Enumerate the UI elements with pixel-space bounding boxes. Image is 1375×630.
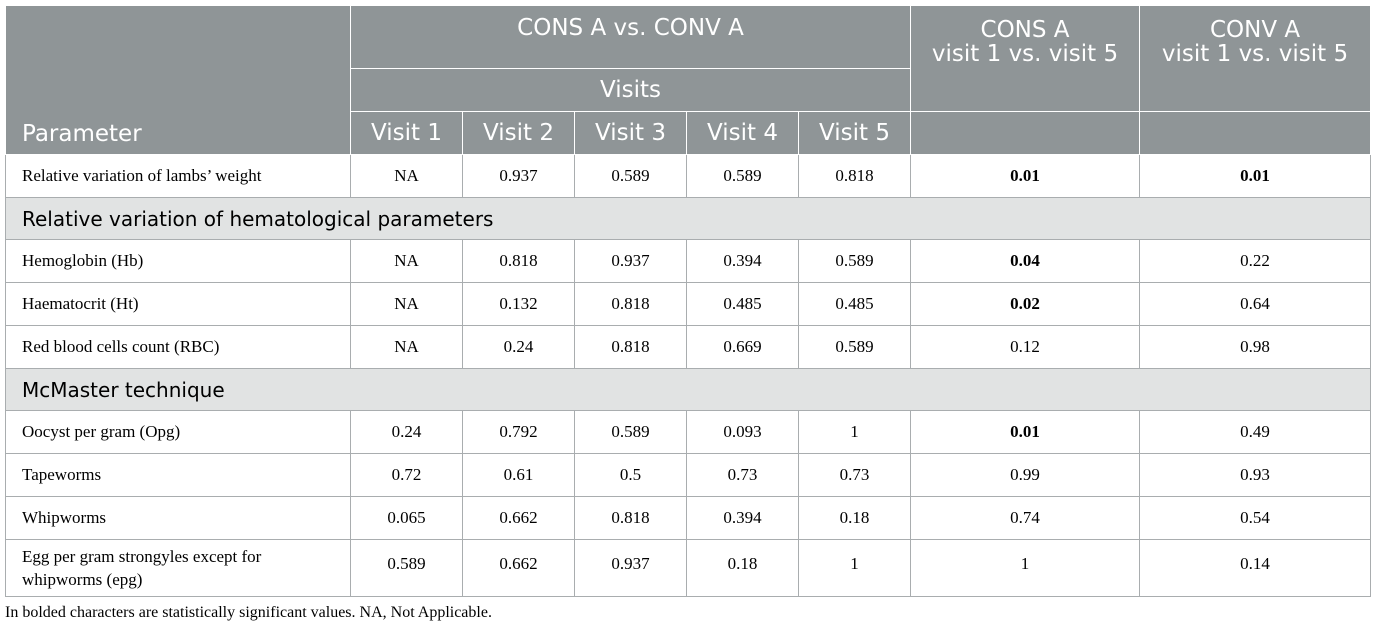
section-row: Relative variation of hematological para…: [4, 197, 1372, 240]
param-cell: Relative variation of lambs’ weight: [5, 154, 351, 198]
section-title: McMaster technique: [4, 368, 1372, 411]
value-cell: 0.818: [574, 496, 687, 540]
header-conv-a-line2: visit 1 vs. visit 5: [1161, 41, 1349, 67]
value-cell: NA: [350, 325, 463, 369]
value-cell: 0.485: [686, 282, 799, 326]
value-cell: 0.485: [797, 282, 912, 326]
value-cell: 0.093: [686, 410, 799, 454]
table-row: Haematocrit (Ht) NA 0.132 0.818 0.485 0.…: [5, 282, 1372, 326]
header-cons-a-empty: [910, 111, 1141, 155]
param-cell: Egg per gram strongyles except for whipw…: [5, 539, 351, 597]
value-cell: 0.5: [574, 453, 687, 497]
value-cell: 1: [797, 539, 912, 597]
section-title: Relative variation of hematological para…: [4, 197, 1372, 240]
param-cell: Tapeworms: [5, 453, 351, 497]
cons-value-cell: 0.04: [910, 239, 1141, 283]
value-cell: 0.818: [574, 282, 687, 326]
value-cell: 0.73: [686, 453, 799, 497]
param-cell: Oocyst per gram (Opg): [5, 410, 351, 454]
table-row: Egg per gram strongyles except for whipw…: [5, 539, 1372, 597]
cons-value-cell: 0.99: [910, 453, 1141, 497]
conv-value-cell: 0.54: [1139, 496, 1372, 540]
value-cell: 0.662: [462, 496, 575, 540]
conv-value-cell: 0.14: [1139, 539, 1372, 597]
results-table: Parameter CONS A vs. CONV A CONS A visit…: [4, 5, 1372, 597]
value-cell: 0.937: [574, 239, 687, 283]
value-cell: 0.72: [350, 453, 463, 497]
header-visit-5: Visit 5: [797, 111, 912, 155]
value-cell: 0.589: [797, 325, 912, 369]
cons-value-cell: 0.01: [910, 410, 1141, 454]
value-cell: NA: [350, 282, 463, 326]
table-container: Parameter CONS A vs. CONV A CONS A visit…: [4, 5, 1372, 597]
value-cell: NA: [350, 239, 463, 283]
param-cell: Hemoglobin (Hb): [5, 239, 351, 283]
table-row: Red blood cells count (RBC) NA 0.24 0.81…: [5, 325, 1372, 369]
value-cell: 0.589: [574, 410, 687, 454]
value-cell: 0.662: [462, 539, 575, 597]
value-cell: 0.669: [686, 325, 799, 369]
cons-value-cell: 0.02: [910, 282, 1141, 326]
value-cell: 0.792: [462, 410, 575, 454]
value-cell: 0.818: [797, 154, 912, 198]
conv-value-cell: 0.98: [1139, 325, 1372, 369]
value-cell: 0.18: [797, 496, 912, 540]
value-cell: 0.065: [350, 496, 463, 540]
header-conv-a: CONV A visit 1 vs. visit 5: [1139, 5, 1372, 112]
table-row: Relative variation of lambs’ weight NA 0…: [5, 154, 1372, 198]
conv-value-cell: 0.01: [1139, 154, 1372, 198]
param-line1: Egg per gram strongyles except for: [22, 547, 262, 566]
param-cell: Whipworms: [5, 496, 351, 540]
param-line2: whipworms (epg): [22, 570, 143, 589]
header-conv-a-empty: [1139, 111, 1372, 155]
value-cell: 0.589: [350, 539, 463, 597]
value-cell: 0.73: [797, 453, 912, 497]
header-visit-4: Visit 4: [686, 111, 799, 155]
value-cell: 0.18: [686, 539, 799, 597]
header-visit-3: Visit 3: [574, 111, 687, 155]
value-cell: 0.24: [350, 410, 463, 454]
section-row: McMaster technique: [4, 368, 1372, 411]
value-cell: 0.937: [574, 539, 687, 597]
header-visit-2: Visit 2: [462, 111, 575, 155]
value-cell: 0.61: [462, 453, 575, 497]
conv-value-cell: 0.64: [1139, 282, 1372, 326]
header-conv-a-line1: CONV A: [1209, 17, 1301, 43]
param-cell: Red blood cells count (RBC): [5, 325, 351, 369]
conv-value-cell: 0.22: [1139, 239, 1372, 283]
value-cell: 0.589: [686, 154, 799, 198]
table-row: Tapeworms 0.72 0.61 0.5 0.73 0.73 0.99 0…: [5, 453, 1372, 497]
header-parameter: Parameter: [5, 5, 351, 155]
value-cell: 1: [797, 410, 912, 454]
conv-value-cell: 0.49: [1139, 410, 1372, 454]
header-cons-a: CONS A visit 1 vs. visit 5: [910, 5, 1141, 112]
table-row: Hemoglobin (Hb) NA 0.818 0.937 0.394 0.5…: [5, 239, 1372, 283]
conv-value-cell: 0.93: [1139, 453, 1372, 497]
header-visits: Visits: [349, 68, 912, 112]
header-cons-a-line1: CONS A: [980, 17, 1070, 43]
value-cell: 0.818: [462, 239, 575, 283]
value-cell: 0.937: [462, 154, 575, 198]
value-cell: 0.589: [797, 239, 912, 283]
param-cell: Haematocrit (Ht): [5, 282, 351, 326]
value-cell: 0.589: [574, 154, 687, 198]
value-cell: 0.394: [686, 239, 799, 283]
cons-value-cell: 1: [910, 539, 1141, 597]
cons-value-cell: 0.74: [910, 496, 1141, 540]
value-cell: NA: [350, 154, 463, 198]
cons-value-cell: 0.12: [910, 325, 1141, 369]
table-row: Whipworms 0.065 0.662 0.818 0.394 0.18 0…: [5, 496, 1372, 540]
header-visit-1: Visit 1: [350, 111, 463, 155]
table-row: Oocyst per gram (Opg) 0.24 0.792 0.589 0…: [5, 410, 1372, 454]
header-cons-vs-conv: CONS A vs. CONV A: [349, 5, 912, 69]
value-cell: 0.24: [462, 325, 575, 369]
header-cons-a-line2: visit 1 vs. visit 5: [931, 41, 1119, 67]
cons-value-cell: 0.01: [910, 154, 1141, 198]
value-cell: 0.132: [462, 282, 575, 326]
value-cell: 0.394: [686, 496, 799, 540]
value-cell: 0.818: [574, 325, 687, 369]
footnote: In bolded characters are statistically s…: [5, 604, 492, 621]
